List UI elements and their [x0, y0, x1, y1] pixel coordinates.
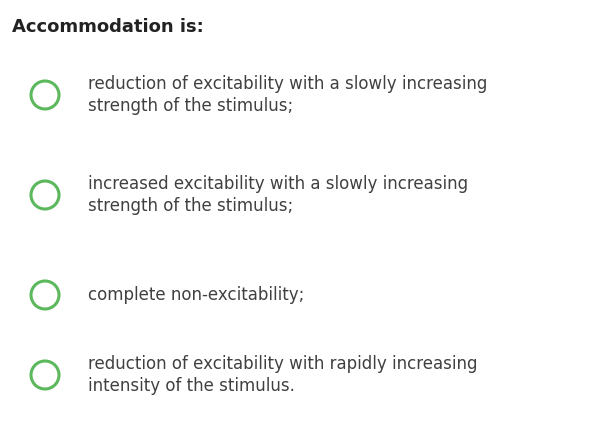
Text: intensity of the stimulus.: intensity of the stimulus.: [88, 377, 295, 395]
Text: reduction of excitability with rapidly increasing: reduction of excitability with rapidly i…: [88, 355, 478, 373]
Text: Accommodation is:: Accommodation is:: [12, 18, 204, 36]
Text: complete non-excitability;: complete non-excitability;: [88, 286, 304, 304]
Text: strength of the stimulus;: strength of the stimulus;: [88, 197, 293, 215]
Text: reduction of excitability with a slowly increasing: reduction of excitability with a slowly …: [88, 75, 487, 93]
Text: strength of the stimulus;: strength of the stimulus;: [88, 97, 293, 115]
Text: increased excitability with a slowly increasing: increased excitability with a slowly inc…: [88, 175, 468, 193]
